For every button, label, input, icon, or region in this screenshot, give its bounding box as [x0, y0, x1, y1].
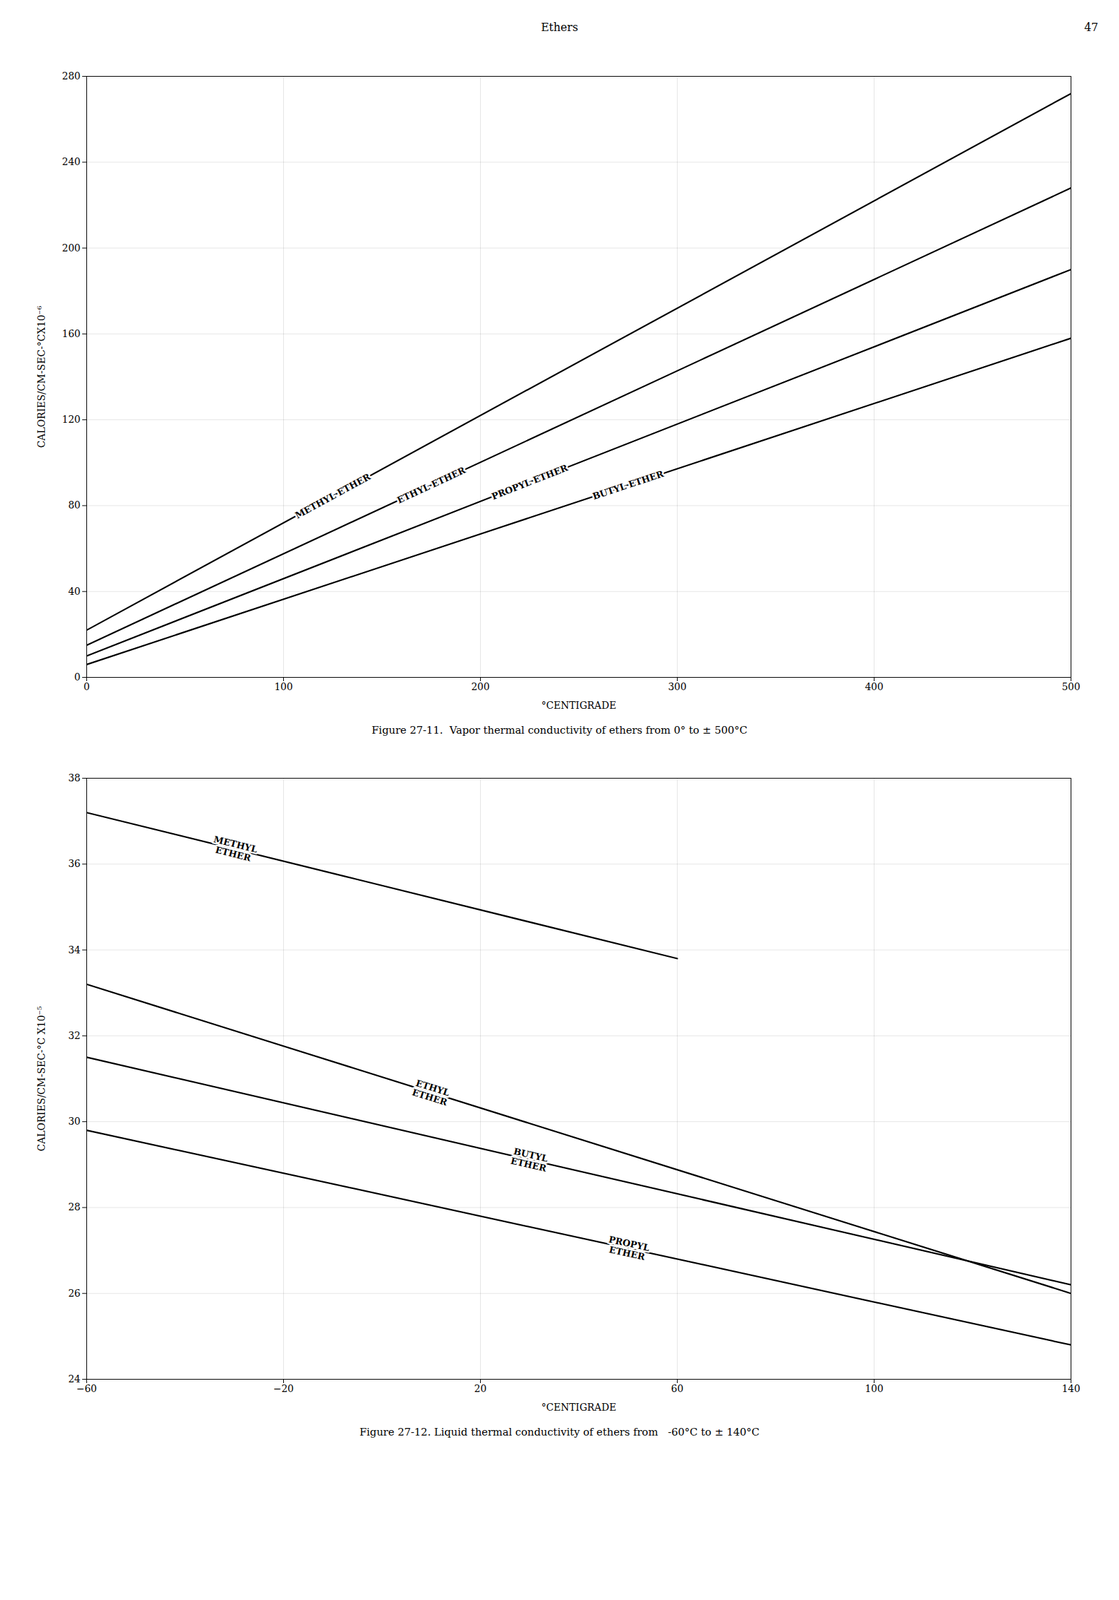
html-text:Ethers: Ethers — [540, 20, 579, 34]
svg-text:26: 26 — [68, 1287, 81, 1299]
svg-text:CALORIES/CM-SEC-°CX10⁻⁶: CALORIES/CM-SEC-°CX10⁻⁶ — [35, 305, 47, 448]
svg-text:32: 32 — [68, 1029, 81, 1041]
svg-text:400: 400 — [864, 681, 884, 693]
svg-text:60: 60 — [671, 1382, 684, 1394]
svg-text:300: 300 — [667, 681, 687, 693]
svg-text:36: 36 — [68, 857, 81, 869]
svg-text:500: 500 — [1061, 681, 1081, 693]
svg-text:24: 24 — [68, 1373, 81, 1385]
svg-text:°CENTIGRADE: °CENTIGRADE — [541, 1401, 617, 1413]
svg-text:20: 20 — [474, 1382, 487, 1394]
svg-text:BUTYLETHER: BUTYLETHER — [509, 1145, 550, 1174]
svg-text:0: 0 — [83, 681, 90, 693]
svg-text:120: 120 — [62, 413, 81, 425]
svg-text:ETHYL ETHER: ETHYL ETHER — [395, 464, 467, 506]
svg-text:200: 200 — [62, 242, 81, 254]
svg-text:100: 100 — [274, 681, 293, 693]
svg-text:160: 160 — [62, 328, 81, 340]
svg-text:−20: −20 — [273, 1382, 295, 1394]
svg-text:−60: −60 — [76, 1382, 98, 1394]
svg-text:240: 240 — [62, 156, 81, 168]
svg-text:0: 0 — [74, 671, 81, 683]
svg-text:140: 140 — [1061, 1382, 1081, 1394]
svg-text:38: 38 — [68, 772, 81, 784]
svg-text:80: 80 — [68, 499, 81, 511]
svg-text:28: 28 — [68, 1201, 81, 1213]
svg-text:METHYLETHER: METHYLETHER — [209, 833, 259, 865]
svg-text:ETHYLETHER: ETHYLETHER — [410, 1077, 452, 1108]
html-text:47: 47 — [1084, 20, 1099, 34]
svg-text:200: 200 — [471, 681, 490, 693]
svg-text:280: 280 — [62, 70, 81, 82]
svg-text:PROPYLETHER: PROPYLETHER — [605, 1233, 651, 1262]
svg-text:°CENTIGRADE: °CENTIGRADE — [541, 699, 617, 711]
svg-text:PROPYL ETHER: PROPYL ETHER — [489, 462, 570, 502]
svg-text:30: 30 — [68, 1115, 81, 1127]
html-text:Figure 27-11. Vapor thermal co: Figure 27-11. Vapor thermal conductivity… — [371, 723, 748, 737]
svg-text:34: 34 — [68, 944, 81, 956]
html-text:Figure 27-12. Liquid thermal c: Figure 27-12. Liquid thermal conductivit… — [359, 1425, 760, 1439]
svg-text:100: 100 — [864, 1382, 884, 1394]
svg-text:BUTYL ETHER: BUTYL ETHER — [591, 468, 666, 502]
svg-text:40: 40 — [68, 585, 81, 597]
svg-text:CALORIES/CM-SEC-°C X10⁻⁵: CALORIES/CM-SEC-°C X10⁻⁵ — [35, 1005, 47, 1152]
svg-text:METHYL ETHER: METHYL ETHER — [293, 471, 373, 521]
